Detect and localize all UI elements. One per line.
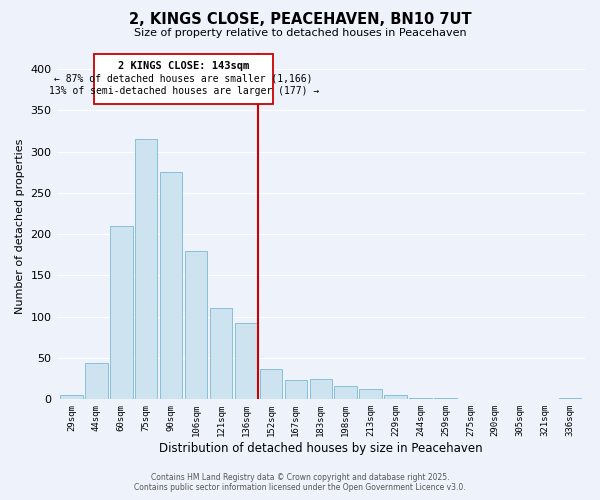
Text: 13% of semi-detached houses are larger (177) →: 13% of semi-detached houses are larger (…: [49, 86, 319, 96]
Bar: [459, 398, 482, 400]
X-axis label: Distribution of detached houses by size in Peacehaven: Distribution of detached houses by size …: [159, 442, 482, 455]
Bar: [110, 226, 133, 400]
Bar: [210, 308, 232, 400]
Bar: [284, 380, 307, 400]
Bar: [185, 250, 208, 400]
Text: ← 87% of detached houses are smaller (1,166): ← 87% of detached houses are smaller (1,…: [55, 74, 313, 84]
Bar: [160, 172, 182, 400]
Bar: [334, 386, 357, 400]
FancyBboxPatch shape: [94, 54, 274, 104]
Bar: [434, 398, 457, 400]
Text: Size of property relative to detached houses in Peacehaven: Size of property relative to detached ho…: [134, 28, 466, 38]
Bar: [409, 398, 431, 400]
Bar: [85, 363, 107, 400]
Bar: [135, 139, 157, 400]
Bar: [60, 395, 83, 400]
Bar: [559, 398, 581, 400]
Y-axis label: Number of detached properties: Number of detached properties: [15, 138, 25, 314]
Text: 2, KINGS CLOSE, PEACEHAVEN, BN10 7UT: 2, KINGS CLOSE, PEACEHAVEN, BN10 7UT: [128, 12, 472, 28]
Bar: [235, 322, 257, 400]
Text: Contains HM Land Registry data © Crown copyright and database right 2025.
Contai: Contains HM Land Registry data © Crown c…: [134, 473, 466, 492]
Bar: [359, 388, 382, 400]
Bar: [385, 395, 407, 400]
Bar: [260, 369, 282, 400]
Bar: [310, 378, 332, 400]
Text: 2 KINGS CLOSE: 143sqm: 2 KINGS CLOSE: 143sqm: [118, 61, 249, 71]
